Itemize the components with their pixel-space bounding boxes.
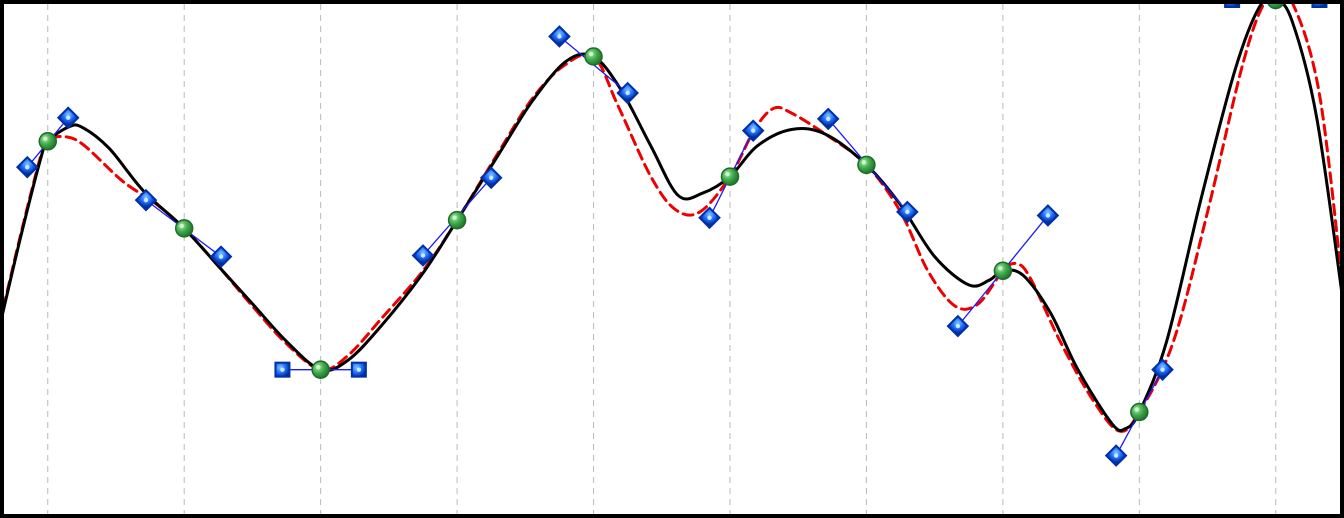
left-tangent-handle-5[interactable] <box>698 206 721 230</box>
right-handle-highlight-2 <box>356 367 362 372</box>
left-handle-highlight-1 <box>143 197 149 203</box>
right-tangent-handle-8[interactable] <box>1151 358 1174 381</box>
knot-point-4[interactable] <box>584 47 603 66</box>
knot-point-3[interactable] <box>447 210 467 230</box>
knot-highlight-0 <box>42 136 48 142</box>
curve-layer <box>0 0 1344 433</box>
right-handle-highlight-7 <box>1045 213 1051 218</box>
handle-layer[interactable] <box>15 0 1328 467</box>
knot-point-2[interactable] <box>311 360 330 379</box>
knot-point-8[interactable] <box>1130 402 1149 422</box>
left-tangent-handle-3[interactable] <box>411 244 435 267</box>
left-handle-highlight-8 <box>1113 453 1119 458</box>
knot-highlight-4 <box>588 51 594 57</box>
knot-highlight-6 <box>861 160 867 165</box>
right-handle-highlight-1 <box>218 254 224 259</box>
right-handle-highlight-6 <box>905 209 910 215</box>
right-handle-highlight-4 <box>625 90 630 96</box>
left-handle-highlight-2 <box>280 367 285 372</box>
knot-highlight-2 <box>315 364 321 370</box>
left-handle-highlight-7 <box>955 323 961 329</box>
right-handle-highlight-8 <box>1160 367 1165 372</box>
left-tangent-handle-4[interactable] <box>548 25 571 48</box>
right-handle-highlight-0 <box>66 115 71 120</box>
knot-highlight-1 <box>179 223 185 229</box>
left-tangent-handle-1[interactable] <box>134 188 158 212</box>
left-tangent-handle-2[interactable] <box>274 361 291 378</box>
alternate-spline-curve <box>0 0 1344 433</box>
knot-point-1[interactable] <box>174 219 194 238</box>
grid-layer <box>47 4 1277 514</box>
left-tangent-handle-6[interactable] <box>816 107 840 131</box>
right-tangent-handle-2[interactable] <box>350 361 367 378</box>
left-handle-highlight-4 <box>557 34 562 39</box>
knot-highlight-5 <box>725 171 730 177</box>
main-spline-curve <box>0 0 1344 433</box>
right-handle-highlight-5 <box>750 128 756 133</box>
knot-point-6[interactable] <box>857 155 876 175</box>
left-handle-highlight-6 <box>826 116 831 122</box>
left-tangent-handle-8[interactable] <box>1104 444 1128 467</box>
knot-point-5[interactable] <box>720 167 740 186</box>
right-tangent-handle-7[interactable] <box>1036 204 1060 227</box>
right-tangent-handle-3[interactable] <box>479 166 503 190</box>
right-handle-highlight-3 <box>489 175 494 180</box>
left-tangent-handle-0[interactable] <box>15 155 39 179</box>
left-handle-highlight-3 <box>420 253 426 258</box>
right-tangent-handle-5[interactable] <box>741 119 765 142</box>
right-tangent-handle-1[interactable] <box>209 245 233 268</box>
left-handle-highlight-5 <box>707 215 712 220</box>
right-tangent-handle-6[interactable] <box>896 200 919 224</box>
knot-highlight-8 <box>1134 407 1140 412</box>
right-tangent-handle-0[interactable] <box>56 106 80 130</box>
left-tangent-handle-7[interactable] <box>946 314 970 338</box>
knot-highlight-7 <box>998 265 1003 271</box>
right-tangent-handle-4[interactable] <box>616 81 639 105</box>
knot-highlight-3 <box>452 215 457 220</box>
knot-point-0[interactable] <box>38 132 58 151</box>
knot-point-7[interactable] <box>993 261 1013 281</box>
left-handle-highlight-0 <box>25 164 30 170</box>
